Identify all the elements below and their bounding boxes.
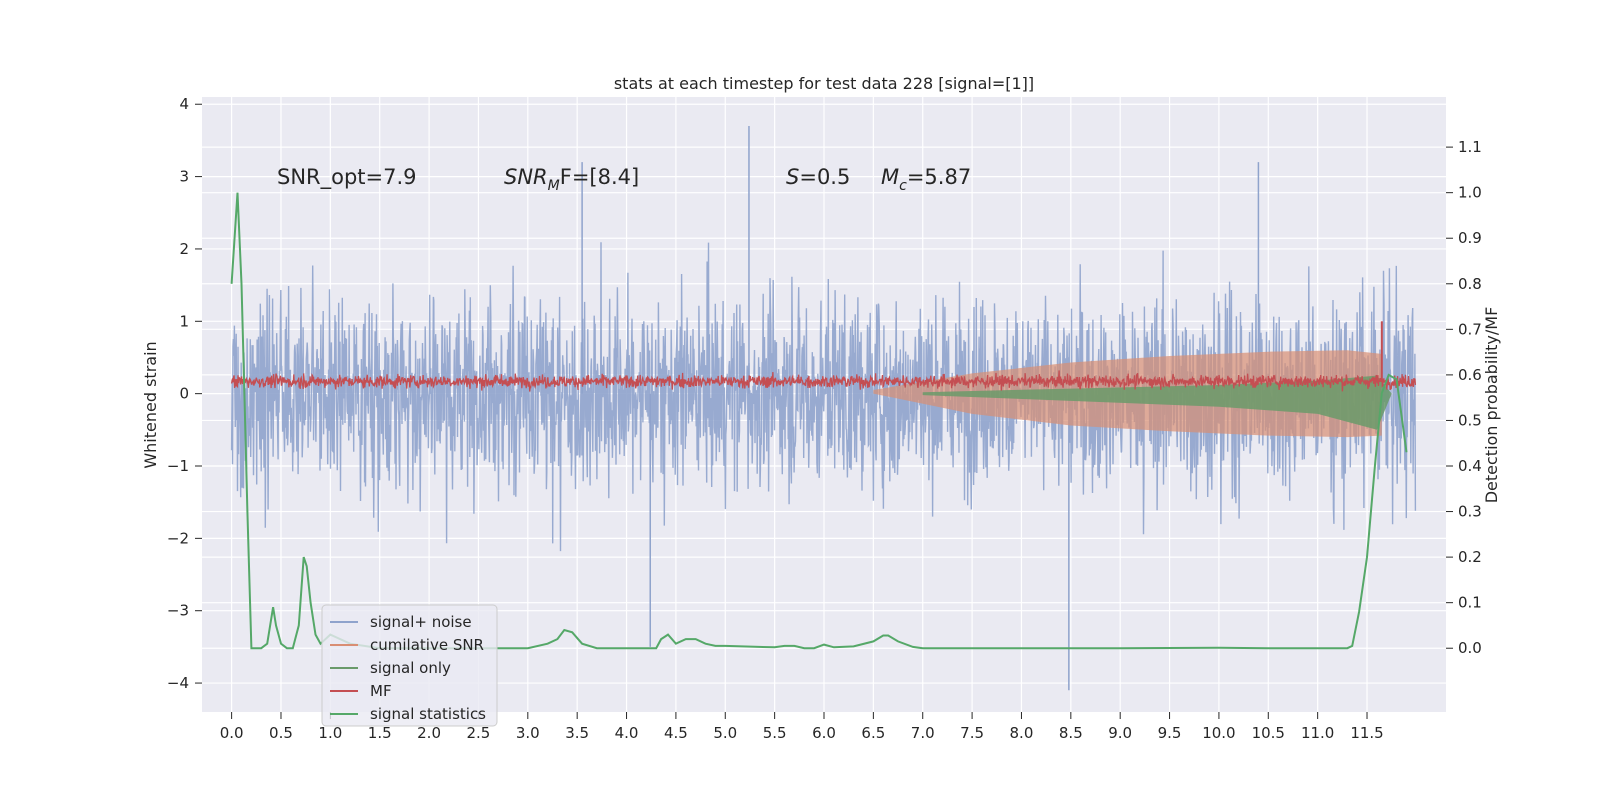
annotation-mc-main: M (881, 165, 899, 189)
y-right-tick-label: 1.1 (1458, 138, 1482, 156)
y-left-tick-label: −3 (167, 602, 189, 620)
annotation-mc-rest: =5.87 (907, 165, 971, 189)
legend-entries: signal+ noise cumilative SNR signal only MF… (330, 613, 486, 723)
x-tick-label: 8.5 (1059, 724, 1083, 742)
y-left-tick-label: −4 (167, 674, 189, 692)
x-tick-label: 9.0 (1108, 724, 1132, 742)
x-tick-label: 4.0 (615, 724, 639, 742)
x-tick-label: 0.5 (269, 724, 293, 742)
x-tick-label: 3.5 (565, 724, 589, 742)
x-tick-label: 8.0 (1010, 724, 1034, 742)
y-right-tick-label: 0.1 (1458, 594, 1482, 612)
y-left-tick-label: −1 (167, 457, 189, 475)
y-left-tick-label: 0 (179, 385, 189, 403)
x-tick-label: 10.0 (1202, 724, 1235, 742)
y-right-tick-label: 0.2 (1458, 548, 1482, 566)
mf-series (230, 370, 1417, 392)
legend-label-cumilative-snr: cumilative SNR (370, 636, 484, 654)
annotation-snr-mf-rest: F=[8.4] (560, 165, 639, 189)
y-right-tick-label: 1.0 (1458, 184, 1482, 202)
annotation-s-main: S (786, 165, 799, 189)
x-tick-label: 2.5 (467, 724, 491, 742)
annotation-snr-mf: SNRMF=[8.4] (504, 165, 639, 194)
legend-label-signal-statistics: signal statistics (370, 705, 486, 723)
ticks-layer: 4 3 2 1 0 −1 −2 −3 −4 1.1 1.0 0.9 0.8 0.7 0.6 0.5 0.4 0.3… (167, 95, 1482, 742)
y-left-tick-label: 4 (179, 95, 189, 113)
y-left-tick-label: 1 (179, 312, 189, 330)
x-tick-label: 4.5 (664, 724, 688, 742)
x-tick-label: 6.5 (861, 724, 885, 742)
x-tick-label: 0.0 (220, 724, 244, 742)
y-right-tick-label: 0.3 (1458, 503, 1482, 521)
x-tick-label: 10.5 (1252, 724, 1285, 742)
y-left-tick-label: 3 (179, 168, 189, 186)
annotation-s-rest: =0.5 (799, 165, 850, 189)
x-tick-label: 1.0 (318, 724, 342, 742)
legend: signal+ noise cumilative SNR signal only MF… (321, 604, 498, 727)
signal-statistics-series (230, 192, 1408, 650)
y-right-tick-label: 0.5 (1458, 411, 1482, 429)
legend-label-signal-only: signal only (370, 659, 451, 677)
annotation-s: S=0.5 (786, 165, 850, 189)
y-axis-right-label: Detection probability/MF (1482, 307, 1501, 504)
x-tick-label: 11.5 (1350, 724, 1383, 742)
chart-title: stats at each timestep for test data 228… (614, 74, 1034, 93)
annotation-mc: Mc=5.87 (881, 165, 971, 194)
y-right-tick-label: 0.6 (1458, 366, 1482, 384)
legend-label-mf: MF (370, 682, 392, 700)
series-layer (230, 125, 1417, 691)
x-tick-label: 5.0 (713, 724, 737, 742)
y-right-tick-label: 0.4 (1458, 457, 1482, 475)
x-tick-label: 7.0 (911, 724, 935, 742)
y-right-tick-label: 0.8 (1458, 275, 1482, 293)
y-left-tick-label: −2 (167, 529, 189, 547)
y-axis-left-label: Whitened strain (141, 341, 160, 468)
x-tick-label: 3.0 (516, 724, 540, 742)
x-tick-label: 5.5 (763, 724, 787, 742)
y-left-tick-label: 2 (179, 240, 189, 258)
x-tick-label: 2.0 (417, 724, 441, 742)
x-tick-label: 11.0 (1301, 724, 1334, 742)
annotation-snr-mf-main: SNR (504, 165, 548, 189)
y-right-tick-label: 0.7 (1458, 320, 1482, 338)
x-tick-label: 6.0 (812, 724, 836, 742)
signal-only-band (922, 375, 1392, 430)
legend-box (321, 604, 498, 727)
annotation-snr-mf-sub: M (548, 178, 560, 194)
y-right-tick-label: 0.9 (1458, 229, 1482, 247)
annotation-snr-opt: SNR_opt=7.9 (277, 165, 417, 190)
y-right-tick-label: 0.0 (1458, 639, 1482, 657)
legend-label-signal-noise: signal+ noise (370, 613, 472, 631)
x-tick-label: 1.5 (368, 724, 392, 742)
x-tick-label: 9.5 (1158, 724, 1182, 742)
x-tick-label: 7.5 (960, 724, 984, 742)
annotation-mc-sub: c (899, 178, 907, 194)
